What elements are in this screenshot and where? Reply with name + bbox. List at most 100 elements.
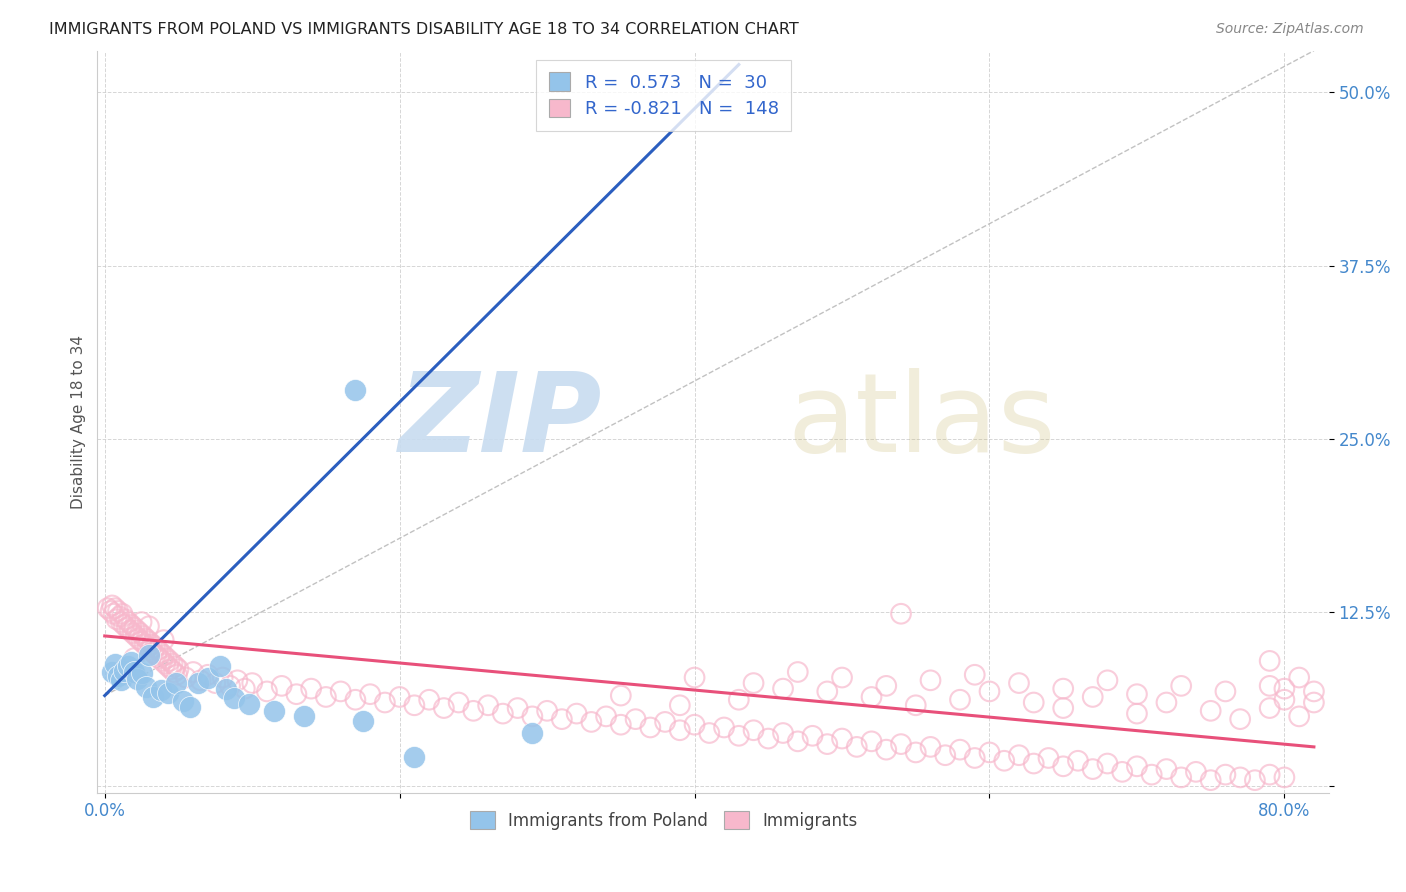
Point: [162, 657, 184, 671]
Point: [114, 612, 136, 626]
Point: [890, 607, 912, 621]
Point: [979, 684, 1001, 698]
Point: [1170, 679, 1192, 693]
Point: [890, 737, 912, 751]
Point: [1185, 764, 1208, 779]
Point: [1022, 756, 1045, 771]
Point: [167, 662, 190, 676]
Point: [190, 673, 212, 688]
Point: [1288, 709, 1310, 723]
Point: [1126, 759, 1149, 773]
Point: [875, 679, 897, 693]
Point: [713, 721, 735, 735]
Point: [404, 698, 426, 713]
Point: [149, 683, 172, 698]
Point: [179, 699, 201, 714]
Legend: Immigrants from Poland, Immigrants: Immigrants from Poland, Immigrants: [463, 805, 865, 837]
Point: [112, 664, 135, 678]
Point: [100, 604, 122, 618]
Point: [860, 734, 883, 748]
Point: [197, 671, 219, 685]
Point: [742, 723, 765, 738]
Point: [145, 648, 167, 663]
Point: [786, 665, 808, 679]
Point: [1052, 759, 1074, 773]
Point: [654, 714, 676, 729]
Point: [219, 679, 242, 693]
Point: [105, 612, 128, 626]
Point: [418, 692, 440, 706]
Point: [165, 676, 187, 690]
Point: [97, 601, 120, 615]
Point: [1170, 771, 1192, 785]
Point: [120, 655, 142, 669]
Point: [110, 615, 132, 629]
Point: [904, 698, 927, 713]
Point: [107, 604, 129, 618]
Point: [1258, 767, 1281, 781]
Point: [727, 692, 749, 706]
Point: [256, 684, 278, 698]
Point: [934, 748, 956, 763]
Point: [875, 742, 897, 756]
Point: [756, 731, 779, 746]
Point: [949, 692, 972, 706]
Point: [104, 657, 127, 671]
Point: [165, 659, 187, 673]
Point: [344, 384, 367, 398]
Point: [1229, 712, 1251, 726]
Point: [624, 712, 647, 726]
Point: [204, 676, 226, 690]
Point: [125, 629, 148, 643]
Point: [1274, 681, 1296, 696]
Point: [1274, 692, 1296, 706]
Point: [103, 607, 125, 621]
Point: [120, 617, 142, 632]
Point: [1302, 684, 1324, 698]
Point: [104, 601, 127, 615]
Point: [1199, 704, 1222, 718]
Point: [122, 665, 145, 679]
Point: [920, 739, 942, 754]
Point: [135, 680, 157, 694]
Point: [108, 609, 131, 624]
Point: [143, 640, 166, 654]
Point: [148, 651, 170, 665]
Point: [595, 709, 617, 723]
Point: [152, 648, 174, 663]
Point: [742, 676, 765, 690]
Point: [118, 624, 141, 638]
Point: [477, 698, 499, 713]
Point: [1081, 690, 1104, 704]
Point: [131, 615, 153, 629]
Point: [359, 687, 381, 701]
Point: [211, 671, 233, 685]
Point: [1229, 771, 1251, 785]
Point: [138, 634, 160, 648]
Point: [214, 681, 236, 696]
Point: [131, 666, 153, 681]
Point: [801, 729, 824, 743]
Point: [669, 723, 692, 738]
Point: [1274, 771, 1296, 785]
Point: [172, 694, 194, 708]
Point: [197, 667, 219, 681]
Point: [166, 667, 188, 681]
Point: [160, 662, 183, 676]
Point: [1156, 696, 1178, 710]
Point: [388, 690, 411, 704]
Point: [522, 709, 544, 723]
Point: [115, 621, 138, 635]
Point: [949, 742, 972, 756]
Text: ZIP: ZIP: [399, 368, 602, 475]
Point: [149, 646, 172, 660]
Point: [1258, 679, 1281, 693]
Point: [640, 721, 662, 735]
Point: [772, 681, 794, 696]
Point: [117, 659, 139, 673]
Point: [263, 704, 285, 718]
Point: [683, 671, 706, 685]
Point: [1288, 671, 1310, 685]
Point: [299, 681, 322, 696]
Point: [226, 673, 249, 688]
